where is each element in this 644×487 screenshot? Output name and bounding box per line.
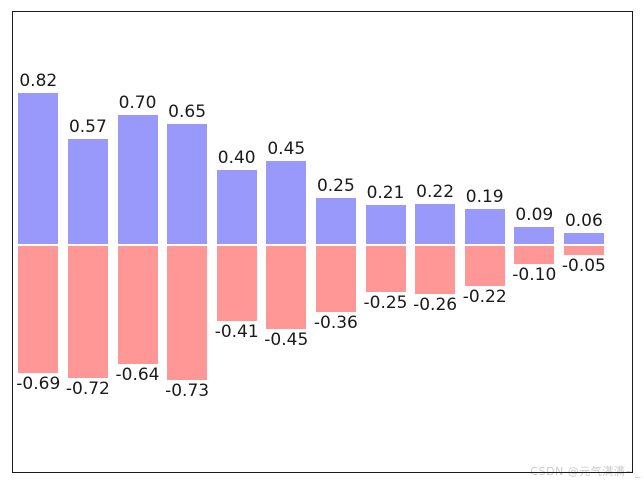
bar-value-label: 0.25 — [316, 176, 355, 196]
bar-negative — [266, 246, 307, 329]
bar-value-label: -0.41 — [214, 322, 259, 343]
bar-positive — [67, 139, 108, 244]
bar-negative — [67, 246, 108, 379]
bar-value-label: -0.45 — [264, 329, 309, 350]
bar-negative — [563, 246, 604, 256]
bar-positive — [117, 115, 158, 244]
bar-value-label: 0.65 — [168, 102, 207, 123]
bar-value-label: 0.09 — [515, 205, 554, 226]
bar-value-label: 0.82 — [19, 71, 58, 92]
bar-value-label: -0.22 — [462, 287, 507, 308]
bar-value-label: 0.22 — [416, 181, 455, 202]
watermark: CSDN @元气满满~_ — [530, 465, 641, 478]
bar-negative — [464, 246, 505, 287]
bar-positive — [563, 232, 604, 244]
bar-positive — [18, 93, 59, 244]
bar-positive — [365, 205, 406, 244]
bar-negative — [514, 246, 555, 265]
bar-positive — [415, 203, 456, 244]
bar-value-label: 0.70 — [118, 93, 157, 114]
bar-value-label: -0.72 — [65, 379, 110, 400]
bar-value-label: -0.73 — [165, 381, 210, 402]
bar-negative — [365, 246, 406, 292]
bar-value-label: -0.10 — [512, 265, 557, 286]
bar-positive — [266, 161, 307, 244]
bar-positive — [464, 209, 505, 244]
bar-value-label: 0.19 — [465, 187, 504, 208]
bar-positive — [167, 124, 208, 244]
bar-value-label: -0.64 — [115, 364, 160, 385]
bar-negative — [216, 246, 257, 322]
bar-negative — [117, 246, 158, 364]
bar-value-label: -0.36 — [313, 313, 358, 334]
bar-value-label: 0.57 — [68, 117, 107, 138]
bar-positive — [315, 198, 356, 244]
bar-value-label: -0.25 — [363, 293, 408, 313]
bar-positive — [514, 227, 555, 244]
bar-value-label: 0.06 — [564, 210, 603, 231]
bar-negative — [18, 246, 59, 373]
bar-value-label: 0.45 — [267, 139, 306, 160]
bar-negative — [167, 246, 208, 381]
bar-value-label: 0.21 — [366, 183, 405, 204]
bar-value-label: -0.05 — [561, 256, 606, 277]
bar-value-label: -0.69 — [16, 373, 61, 394]
bar-value-label: -0.26 — [413, 294, 458, 315]
bar-negative — [415, 246, 456, 294]
bar-negative — [315, 246, 356, 313]
bar-positive — [216, 170, 257, 244]
bar-value-label: 0.40 — [217, 148, 256, 169]
